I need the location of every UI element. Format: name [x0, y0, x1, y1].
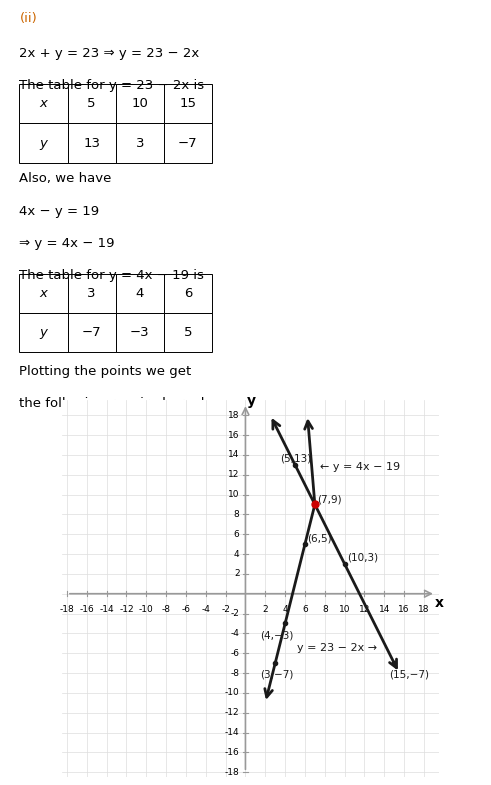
Text: 12: 12 — [228, 470, 240, 479]
Text: -16: -16 — [225, 748, 240, 757]
Text: 4: 4 — [282, 604, 288, 614]
Text: −7: −7 — [82, 326, 102, 339]
Text: y: y — [40, 137, 48, 150]
Text: -6: -6 — [230, 648, 240, 658]
Text: 15: 15 — [179, 97, 196, 111]
Text: 13: 13 — [83, 137, 100, 150]
Text: x: x — [435, 596, 443, 610]
Text: -4: -4 — [231, 629, 240, 638]
Text: -2: -2 — [231, 609, 240, 618]
Text: 6: 6 — [234, 530, 240, 539]
Text: 3: 3 — [136, 137, 144, 150]
Bar — [164, 313, 212, 352]
Text: -6: -6 — [182, 604, 191, 614]
Text: ← y = 4x − 19: ← y = 4x − 19 — [320, 462, 400, 472]
Text: -18: -18 — [225, 768, 240, 776]
Text: 2: 2 — [263, 604, 268, 614]
Text: Plotting the points we get: Plotting the points we get — [20, 365, 191, 378]
Text: 3: 3 — [87, 287, 96, 300]
Bar — [20, 274, 68, 313]
Text: 16: 16 — [228, 430, 240, 440]
Text: 8: 8 — [322, 604, 327, 614]
Text: 14: 14 — [379, 604, 390, 614]
Text: The table for y = 4x − 19 is: The table for y = 4x − 19 is — [20, 269, 204, 282]
Text: 2x + y = 23 ⇒ y = 23 − 2x: 2x + y = 23 ⇒ y = 23 − 2x — [20, 47, 200, 60]
Text: 4: 4 — [136, 287, 144, 300]
Text: −7: −7 — [178, 137, 198, 150]
Text: (6,5): (6,5) — [307, 533, 331, 543]
Text: 2: 2 — [234, 569, 240, 579]
Text: (ii): (ii) — [20, 12, 37, 25]
Text: 6: 6 — [184, 287, 192, 300]
Text: -10: -10 — [139, 604, 154, 614]
Text: 4x − y = 19: 4x − y = 19 — [20, 205, 100, 217]
Text: 18: 18 — [228, 411, 240, 420]
Bar — [116, 313, 164, 352]
Text: -12: -12 — [119, 604, 134, 614]
Text: (5,13): (5,13) — [280, 454, 311, 464]
Text: 16: 16 — [398, 604, 410, 614]
Text: (10,3): (10,3) — [348, 553, 379, 563]
Bar — [20, 84, 68, 123]
Text: -10: -10 — [225, 688, 240, 697]
Text: (15,−7): (15,−7) — [389, 670, 429, 680]
Bar — [164, 84, 212, 123]
Text: -14: -14 — [99, 604, 114, 614]
Text: ⇒ y = 4x − 19: ⇒ y = 4x − 19 — [20, 237, 115, 250]
Bar — [20, 313, 68, 352]
Text: x: x — [40, 287, 48, 300]
Bar — [116, 123, 164, 162]
Bar — [68, 84, 116, 123]
Text: -14: -14 — [225, 728, 240, 737]
Text: 18: 18 — [418, 604, 430, 614]
Text: -12: -12 — [225, 708, 240, 717]
Text: Also, we have: Also, we have — [20, 173, 112, 185]
Text: 8: 8 — [234, 510, 240, 519]
Text: 12: 12 — [359, 604, 370, 614]
Text: −3: −3 — [130, 326, 150, 339]
Text: 10: 10 — [339, 604, 351, 614]
Text: 10: 10 — [131, 97, 148, 111]
Text: y: y — [40, 326, 48, 339]
Bar — [20, 123, 68, 162]
Text: y = 23 − 2x →: y = 23 − 2x → — [297, 643, 377, 653]
Text: -8: -8 — [230, 669, 240, 677]
Text: -18: -18 — [59, 604, 74, 614]
Bar — [116, 274, 164, 313]
Bar — [68, 274, 116, 313]
Text: 14: 14 — [228, 451, 240, 459]
Text: -2: -2 — [221, 604, 230, 614]
Text: -4: -4 — [201, 604, 210, 614]
Text: (3,−7): (3,−7) — [260, 670, 294, 680]
Text: 5: 5 — [87, 97, 96, 111]
Text: (4,−3): (4,−3) — [260, 630, 294, 641]
Text: 6: 6 — [302, 604, 308, 614]
Text: x: x — [40, 97, 48, 111]
Text: -8: -8 — [162, 604, 171, 614]
Bar — [164, 123, 212, 162]
Text: The table for y = 23 − 2x is: The table for y = 23 − 2x is — [20, 79, 205, 93]
Text: -16: -16 — [80, 604, 94, 614]
Text: 10: 10 — [228, 490, 240, 499]
Text: 5: 5 — [184, 326, 192, 339]
Text: 4: 4 — [234, 550, 240, 559]
Bar — [116, 84, 164, 123]
Bar — [164, 274, 212, 313]
Text: (7,9): (7,9) — [317, 495, 341, 505]
Bar — [68, 123, 116, 162]
Bar — [68, 313, 116, 352]
Text: the following required graph:: the following required graph: — [20, 397, 214, 411]
Text: y: y — [247, 394, 256, 408]
